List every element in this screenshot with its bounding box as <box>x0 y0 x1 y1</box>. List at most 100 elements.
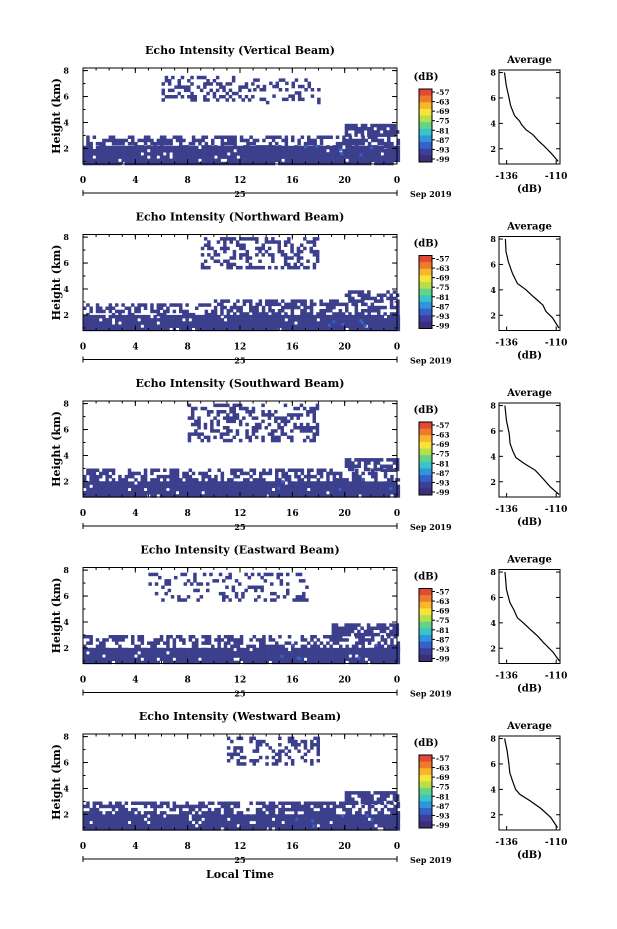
echo-cell <box>248 262 253 267</box>
echo-cell <box>351 651 356 655</box>
echo-cell <box>310 487 314 492</box>
echo-cell <box>323 644 327 649</box>
echo-cell <box>284 149 289 153</box>
echo-cell <box>265 660 269 665</box>
echo-cell <box>239 468 244 472</box>
echo-cell <box>262 657 266 661</box>
echo-cell <box>118 145 122 150</box>
echo-cell <box>153 468 157 472</box>
echo-cell <box>150 468 154 472</box>
echo-cell <box>180 572 184 577</box>
echo-cell <box>111 327 116 332</box>
echo-cell <box>211 312 215 317</box>
colorbar-tick-label: -57 <box>436 588 450 597</box>
echo-cell <box>203 98 207 102</box>
echo-cell <box>361 657 365 661</box>
echo-cell <box>83 324 87 328</box>
echo-cell <box>207 246 211 251</box>
echo-cell <box>198 487 202 492</box>
echo-cell <box>153 494 157 498</box>
echo-cell <box>271 481 276 485</box>
echo-cell <box>230 484 234 489</box>
echo-cell <box>115 481 119 485</box>
echo-cell <box>342 657 346 661</box>
echo-cell <box>246 654 250 658</box>
echo-cell <box>255 647 260 652</box>
echo-cell <box>367 641 372 645</box>
echo-cell <box>249 299 253 303</box>
echo-cell <box>360 127 365 131</box>
echo-cell <box>188 158 193 163</box>
echo-cell <box>303 149 308 153</box>
echo-cell <box>217 494 221 498</box>
echo-cell <box>348 138 353 143</box>
echo-cell <box>166 801 170 805</box>
echo-cell <box>325 309 330 313</box>
echo-cell <box>230 158 234 163</box>
echo-cell <box>214 647 218 652</box>
echo-cell <box>179 152 183 156</box>
echo-cell <box>89 309 93 314</box>
echo-cell <box>220 660 225 665</box>
echo-cell <box>99 324 103 328</box>
echo-cell <box>188 149 193 153</box>
echo-cell <box>371 468 375 472</box>
echo-cell <box>271 824 276 828</box>
echo-cell <box>223 817 228 822</box>
echo-cell <box>147 135 151 139</box>
echo-cell <box>143 158 148 163</box>
y-axis-label: Height (km) <box>50 78 63 154</box>
echo-cell <box>348 817 353 822</box>
echo-cell <box>348 299 352 303</box>
echo-cell <box>367 312 371 316</box>
echo-cell <box>371 491 375 495</box>
echo-cell <box>207 827 212 831</box>
echo-cell <box>243 651 247 655</box>
echo-cell <box>313 817 317 822</box>
echo-cell <box>161 585 165 589</box>
echo-cell <box>223 487 228 492</box>
echo-cell <box>383 312 387 316</box>
echo-cell <box>159 145 164 149</box>
echo-cell <box>383 155 388 159</box>
echo-cell <box>245 259 249 263</box>
echo-cell <box>217 302 221 307</box>
echo-cell <box>143 327 148 332</box>
echo-cell <box>182 817 186 822</box>
colorbar-tick-label: -93 <box>436 478 450 487</box>
echo-cell <box>118 314 122 319</box>
echo-cell <box>177 598 181 602</box>
echo-cell <box>383 327 388 332</box>
echo-cell <box>271 302 275 307</box>
echo-cell <box>338 312 343 316</box>
echo-cell <box>364 321 369 325</box>
echo-cell <box>134 471 138 476</box>
echo-cell <box>204 303 209 307</box>
echo-cell <box>111 138 116 143</box>
echo-cell <box>238 582 242 586</box>
echo-cell <box>207 253 211 257</box>
echo-cell <box>389 467 393 472</box>
echo-cell <box>232 237 237 241</box>
echo-cell <box>150 327 154 332</box>
echo-cell <box>316 487 321 492</box>
echo-cell <box>348 152 353 156</box>
echo-cell <box>153 827 157 831</box>
echo-cell <box>89 478 93 482</box>
echo-cell <box>278 88 283 92</box>
echo-cell <box>102 149 106 153</box>
echo-cell <box>249 824 253 828</box>
echo-cell <box>225 595 229 599</box>
echo-cell <box>255 487 260 492</box>
echo-cell <box>191 314 196 319</box>
echo-cell <box>280 253 285 257</box>
colorbar-tick-label: -57 <box>436 421 450 430</box>
echo-cell <box>159 817 164 822</box>
x-tick-label: 12 <box>234 176 247 186</box>
x-tick-label: 20 <box>338 343 351 353</box>
echo-cell <box>339 314 343 319</box>
echo-cell <box>220 309 224 313</box>
echo-cell <box>341 632 345 637</box>
echo-cell <box>105 318 109 322</box>
echo-cell <box>163 654 167 658</box>
